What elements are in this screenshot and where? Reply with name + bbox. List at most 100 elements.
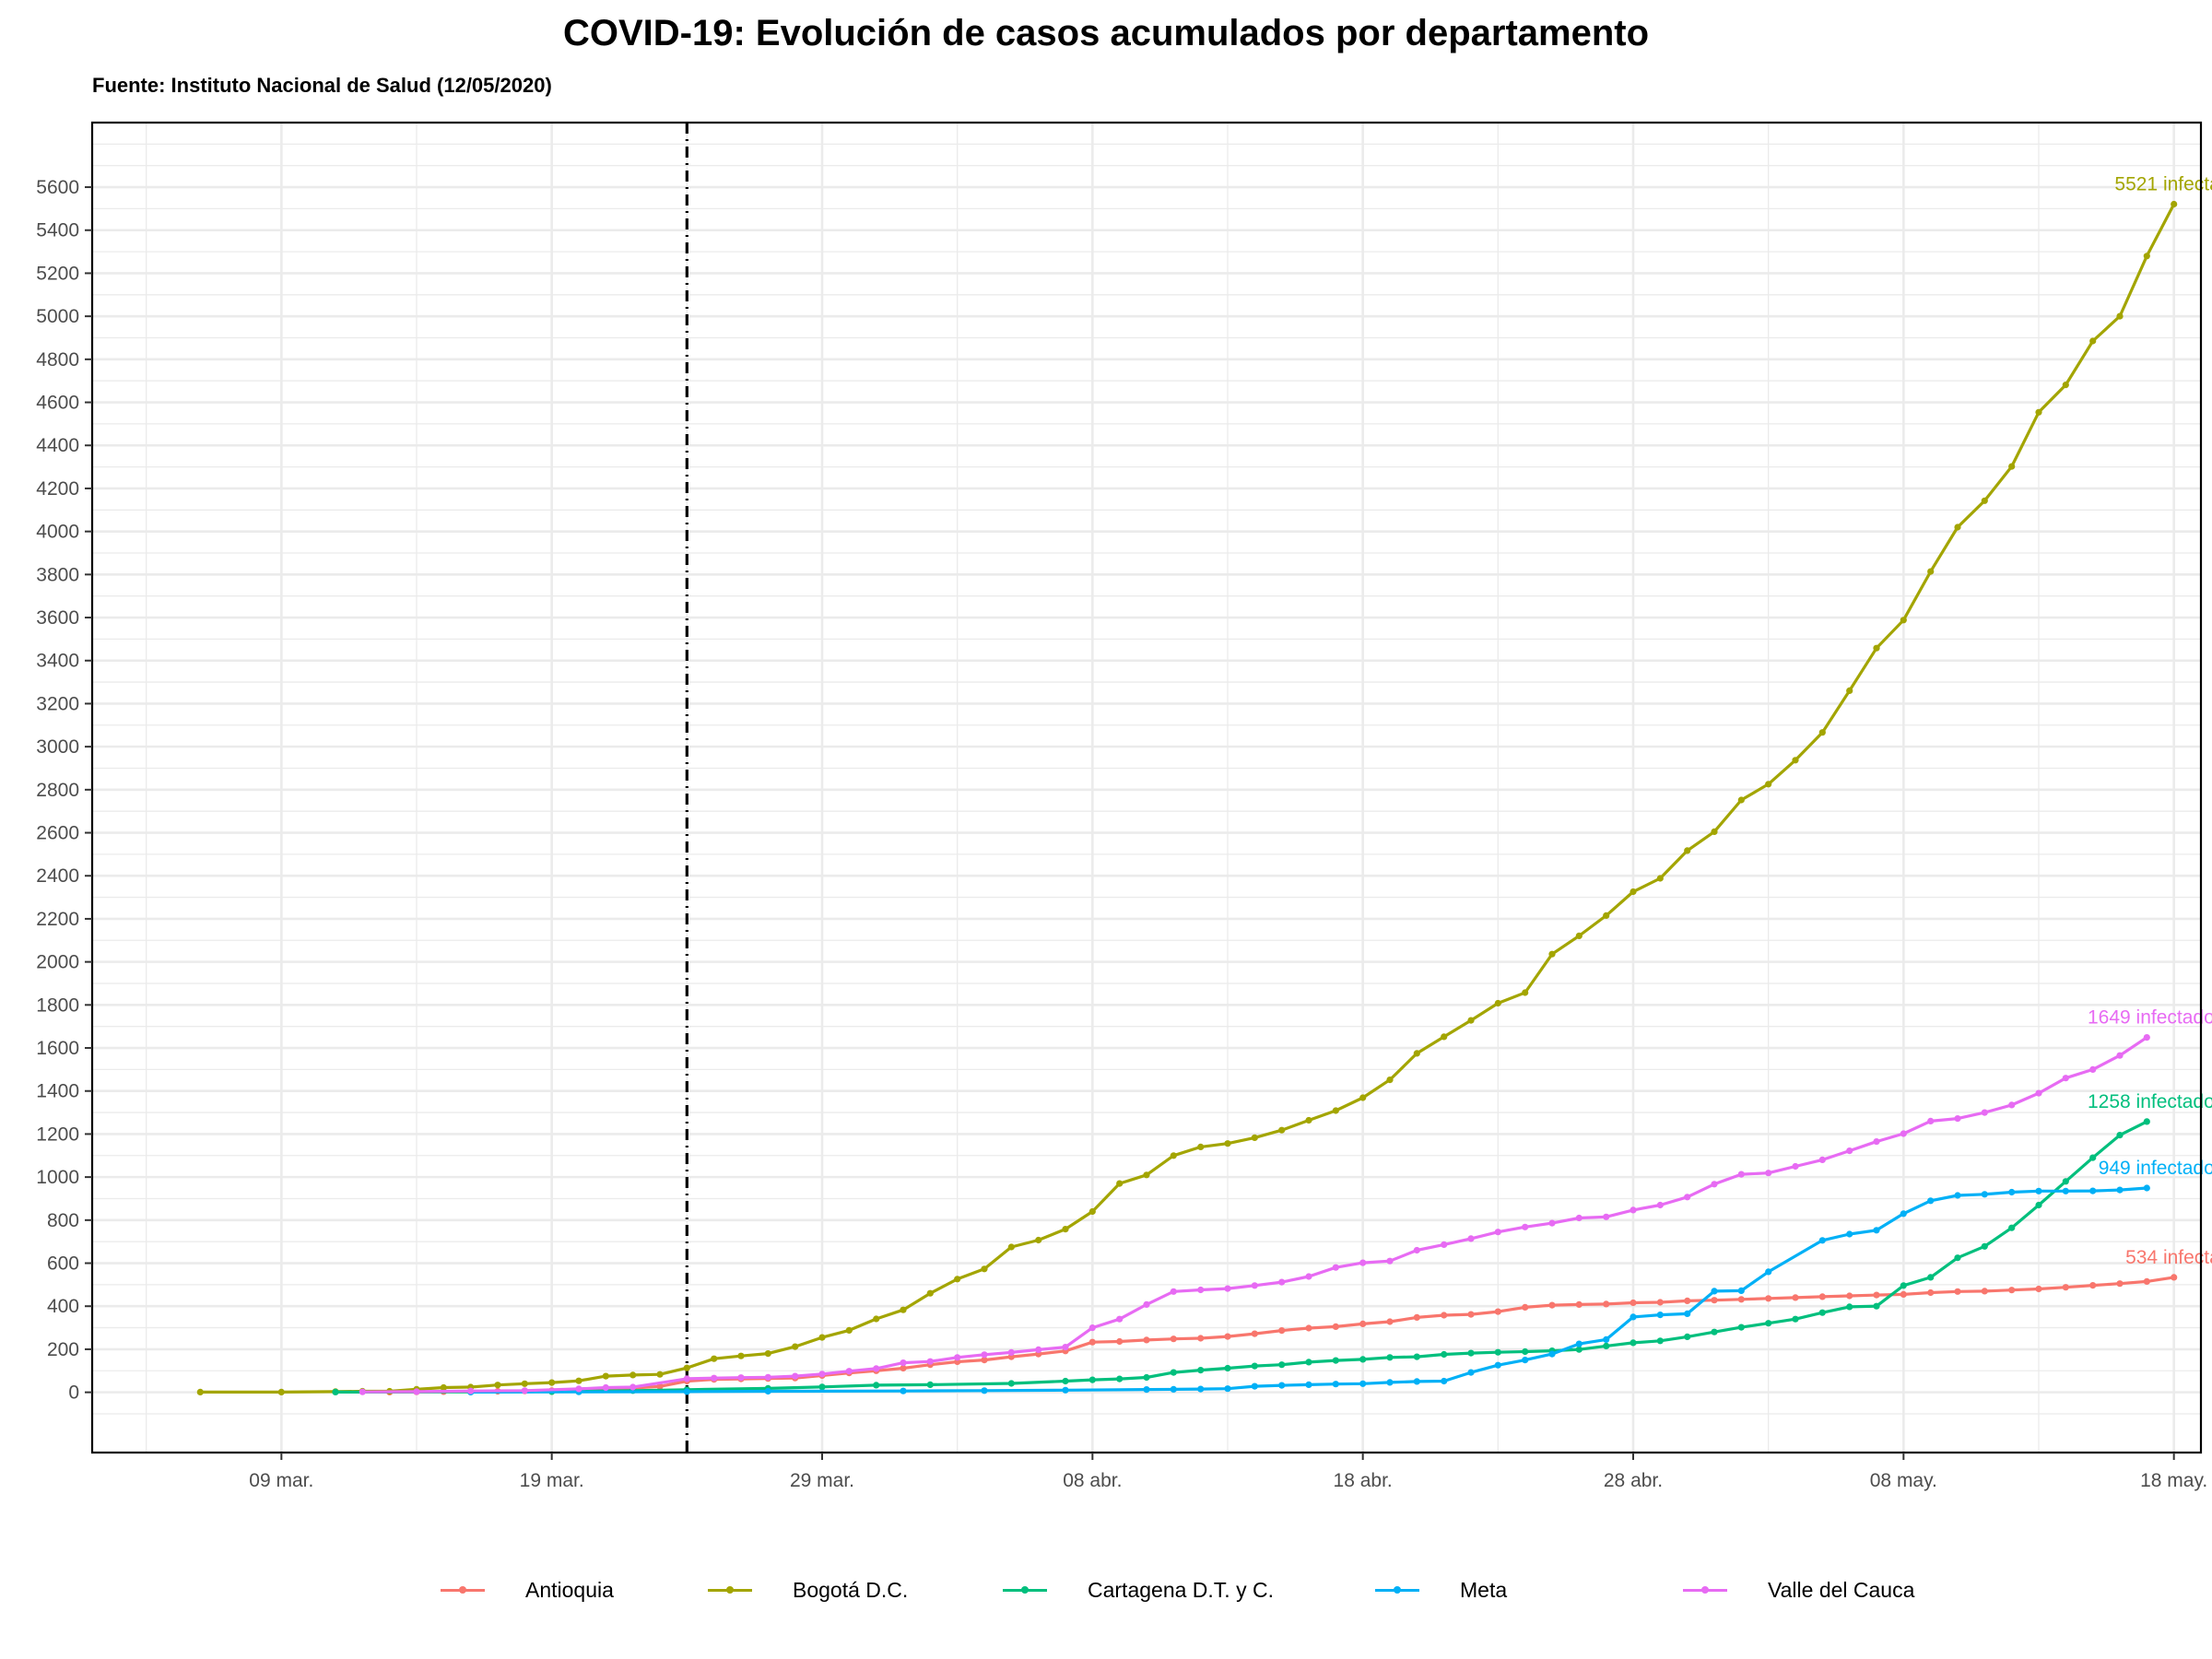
data-point-meta xyxy=(1927,1197,1935,1205)
data-point-bogot-d-c xyxy=(1143,1171,1150,1179)
data-point-meta xyxy=(1494,1361,1501,1369)
chart-title: COVID-19: Evolución de casos acumulados … xyxy=(562,13,1650,53)
data-point-valle-del-cauca xyxy=(1007,1348,1015,1356)
data-point-valle-del-cauca xyxy=(521,1387,528,1394)
data-point-valle-del-cauca xyxy=(711,1374,718,1382)
data-point-bogot-d-c xyxy=(1251,1134,1258,1141)
data-point-cartagena-d-t-y-c xyxy=(1954,1254,1961,1262)
data-point-antioquia xyxy=(1656,1299,1664,1306)
data-point-valle-del-cauca xyxy=(1981,1109,1988,1116)
data-point-bogot-d-c xyxy=(548,1379,556,1386)
y-tick-label: 2200 xyxy=(36,909,79,930)
data-point-antioquia xyxy=(1737,1296,1745,1303)
legend-key-valle-del-cauca xyxy=(1679,1567,1731,1613)
data-point-cartagena-d-t-y-c xyxy=(1143,1373,1150,1382)
data-point-valle-del-cauca xyxy=(1413,1246,1420,1254)
y-tick-label: 4800 xyxy=(36,349,79,371)
data-point-cartagena-d-t-y-c xyxy=(1873,1302,1880,1310)
data-point-meta xyxy=(1981,1191,1988,1198)
data-point-valle-del-cauca xyxy=(1116,1315,1124,1323)
data-point-cartagena-d-t-y-c xyxy=(2089,1154,2097,1161)
data-point-cartagena-d-t-y-c xyxy=(1305,1359,1312,1366)
y-tick-label: 5200 xyxy=(36,263,79,284)
data-point-valle-del-cauca xyxy=(629,1383,637,1391)
data-point-antioquia xyxy=(1954,1288,1961,1295)
data-point-cartagena-d-t-y-c xyxy=(1927,1274,1935,1281)
data-point-cartagena-d-t-y-c xyxy=(1386,1354,1394,1361)
data-point-valle-del-cauca xyxy=(1927,1117,1935,1124)
data-point-antioquia xyxy=(1765,1295,1772,1302)
data-point-antioquia xyxy=(900,1364,907,1372)
data-point-bogot-d-c xyxy=(1197,1143,1205,1150)
data-point-bogot-d-c xyxy=(683,1364,690,1371)
data-point-bogot-d-c xyxy=(1170,1152,1177,1159)
x-tick-label: 09 mar. xyxy=(249,1470,313,1491)
data-point-bogot-d-c xyxy=(981,1265,988,1273)
data-point-bogot-d-c xyxy=(2008,463,2016,470)
data-point-antioquia xyxy=(1170,1335,1177,1343)
data-point-antioquia xyxy=(1116,1337,1124,1346)
y-tick-label: 3200 xyxy=(36,693,79,714)
x-tick-label: 19 mar. xyxy=(520,1470,584,1491)
data-point-antioquia xyxy=(656,1382,664,1390)
data-point-antioquia xyxy=(2143,1277,2150,1285)
data-point-bogot-d-c xyxy=(1954,524,1961,531)
data-point-valle-del-cauca xyxy=(873,1365,880,1372)
data-point-bogot-d-c xyxy=(1765,781,1772,788)
data-point-meta xyxy=(1711,1288,1718,1295)
data-point-meta xyxy=(1359,1380,1367,1387)
y-tick-label: 4600 xyxy=(36,393,79,414)
y-tick-label: 400 xyxy=(47,1296,79,1317)
data-point-cartagena-d-t-y-c xyxy=(1278,1361,1286,1369)
y-tick-label: 2000 xyxy=(36,952,79,973)
x-tick-label: 18 abr. xyxy=(1334,1470,1393,1491)
data-point-valle-del-cauca xyxy=(1467,1235,1475,1242)
data-point-bogot-d-c xyxy=(1305,1116,1312,1124)
data-point-antioquia xyxy=(1251,1330,1258,1337)
data-point-valle-del-cauca xyxy=(900,1359,907,1367)
data-point-cartagena-d-t-y-c xyxy=(926,1381,934,1388)
data-point-valle-del-cauca xyxy=(792,1372,799,1380)
data-point-bogot-d-c xyxy=(1386,1077,1394,1084)
data-point-cartagena-d-t-y-c xyxy=(1603,1342,1610,1349)
data-point-valle-del-cauca xyxy=(1765,1170,1772,1177)
data-point-valle-del-cauca xyxy=(683,1375,690,1382)
data-point-cartagena-d-t-y-c xyxy=(1359,1356,1367,1363)
series-line-meta xyxy=(470,1186,2147,1394)
data-point-valle-del-cauca xyxy=(2116,1052,2124,1059)
data-point-valle-del-cauca xyxy=(1251,1282,1258,1289)
y-tick-label: 1200 xyxy=(36,1124,79,1145)
data-point-antioquia xyxy=(1630,1299,1637,1307)
data-point-meta xyxy=(1630,1313,1637,1321)
y-tick-label: 3400 xyxy=(36,651,79,672)
data-point-antioquia xyxy=(1359,1320,1367,1327)
data-point-valle-del-cauca xyxy=(1386,1257,1394,1265)
data-point-bogot-d-c xyxy=(1522,989,1529,996)
data-point-bogot-d-c xyxy=(1927,568,1935,575)
data-point-valle-del-cauca xyxy=(2062,1075,2069,1082)
y-tick-label: 5600 xyxy=(36,177,79,198)
data-point-meta xyxy=(1062,1386,1069,1394)
data-point-cartagena-d-t-y-c xyxy=(2116,1132,2124,1139)
data-point-bogot-d-c xyxy=(1007,1243,1015,1251)
data-point-cartagena-d-t-y-c xyxy=(1575,1346,1583,1353)
data-point-valle-del-cauca xyxy=(1494,1229,1501,1236)
data-point-meta xyxy=(981,1387,988,1394)
data-point-antioquia xyxy=(1332,1323,1339,1330)
y-tick-label: 0 xyxy=(68,1382,79,1404)
data-point-valle-del-cauca xyxy=(359,1388,366,1395)
data-point-valle-del-cauca xyxy=(2143,1034,2150,1041)
data-point-antioquia xyxy=(1818,1293,1826,1300)
legend-item-antioquia: Antioquia xyxy=(437,1567,614,1613)
data-point-meta xyxy=(1873,1227,1880,1234)
data-point-antioquia xyxy=(1981,1288,1988,1295)
data-point-valle-del-cauca xyxy=(954,1354,961,1361)
data-point-valle-del-cauca xyxy=(1035,1346,1042,1353)
data-point-bogot-d-c xyxy=(1656,875,1664,882)
data-point-antioquia xyxy=(1603,1300,1610,1308)
grid-minor xyxy=(92,122,2201,1453)
x-tick-label: 08 may. xyxy=(1870,1470,1937,1491)
data-point-meta xyxy=(1170,1385,1177,1393)
data-point-antioquia xyxy=(1224,1333,1231,1340)
data-point-cartagena-d-t-y-c xyxy=(1062,1377,1069,1385)
